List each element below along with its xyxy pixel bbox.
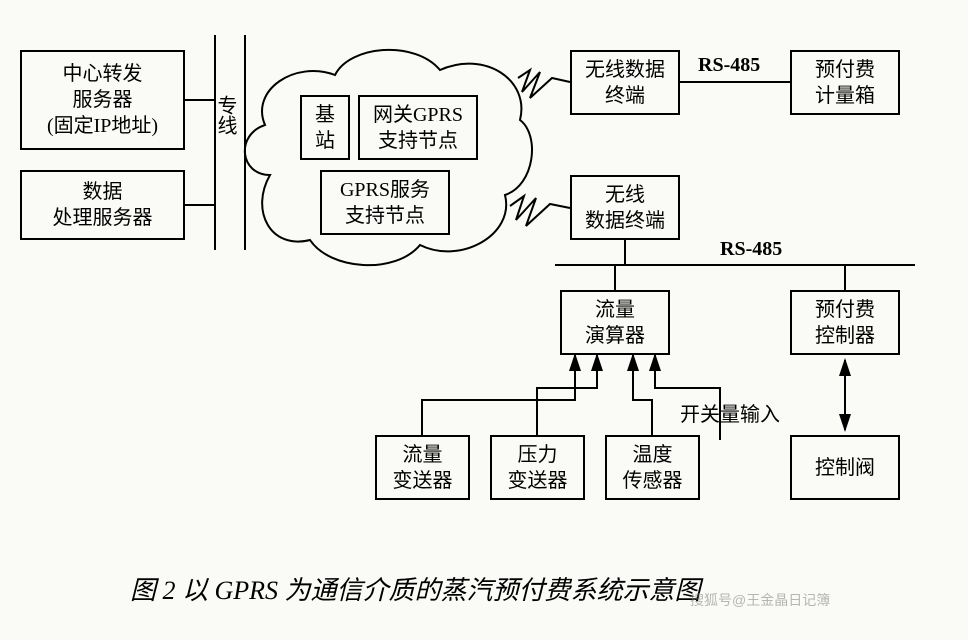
text: 基 <box>315 102 335 128</box>
text: 站 <box>315 128 335 154</box>
text: 变送器 <box>508 468 568 494</box>
node-data-server: 数据 处理服务器 <box>20 170 185 240</box>
text: 终端 <box>605 83 645 109</box>
text: 计量箱 <box>815 83 875 109</box>
text: 流量 <box>403 442 443 468</box>
node-press-tx: 压力 变送器 <box>490 435 585 500</box>
text: 处理服务器 <box>53 205 153 231</box>
text: 支持节点 <box>378 128 458 154</box>
text: 控制器 <box>815 323 875 349</box>
text: 服务器 <box>73 87 133 113</box>
label-rs485-mid: RS-485 <box>720 238 782 261</box>
text: 流量 <box>595 297 635 323</box>
node-temp-sensor: 温度 传感器 <box>605 435 700 500</box>
text: 预付费 <box>815 297 875 323</box>
text: 压力 <box>518 442 558 468</box>
text: (固定IP地址) <box>47 113 158 139</box>
text: 网关GPRS <box>373 102 463 128</box>
node-flow-calc: 流量 演算器 <box>560 290 670 355</box>
gprs-cloud <box>230 35 540 285</box>
text: 演算器 <box>585 323 645 349</box>
text: 无线 <box>605 182 645 208</box>
node-gprs-service: GPRS服务 支持节点 <box>320 170 450 235</box>
node-gateway-gprs: 网关GPRS 支持节点 <box>358 95 478 160</box>
text: 数据 <box>83 179 123 205</box>
watermark: 搜狐号@王金晶日记簿 <box>690 590 830 610</box>
label-rs485-top: RS-485 <box>698 54 760 77</box>
text: 支持节点 <box>345 203 425 229</box>
text: 控制阀 <box>815 455 875 481</box>
node-flow-tx: 流量 变送器 <box>375 435 470 500</box>
text: 无线数据 <box>585 57 665 83</box>
node-prepay-ctrl: 预付费 控制器 <box>790 290 900 355</box>
text: 温度 <box>633 442 673 468</box>
node-relay-server: 中心转发 服务器 (固定IP地址) <box>20 50 185 150</box>
text: 变送器 <box>393 468 453 494</box>
label-switch-input: 开关量输入 <box>680 398 780 427</box>
text: 中心转发 <box>63 61 143 87</box>
text: 预付费 <box>815 57 875 83</box>
label-leased-line: 专线 <box>211 95 240 135</box>
node-wireless-terminal-2: 无线 数据终端 <box>570 175 680 240</box>
figure-caption: 图 2 以 GPRS 为通信介质的蒸汽预付费系统示意图 <box>130 570 701 607</box>
text: GPRS服务 <box>340 177 430 203</box>
node-ctrl-valve: 控制阀 <box>790 435 900 500</box>
node-prepay-box: 预付费 计量箱 <box>790 50 900 115</box>
text: 传感器 <box>623 468 683 494</box>
text: 数据终端 <box>585 208 665 234</box>
node-base-station: 基 站 <box>300 95 350 160</box>
node-wireless-terminal-1: 无线数据 终端 <box>570 50 680 115</box>
